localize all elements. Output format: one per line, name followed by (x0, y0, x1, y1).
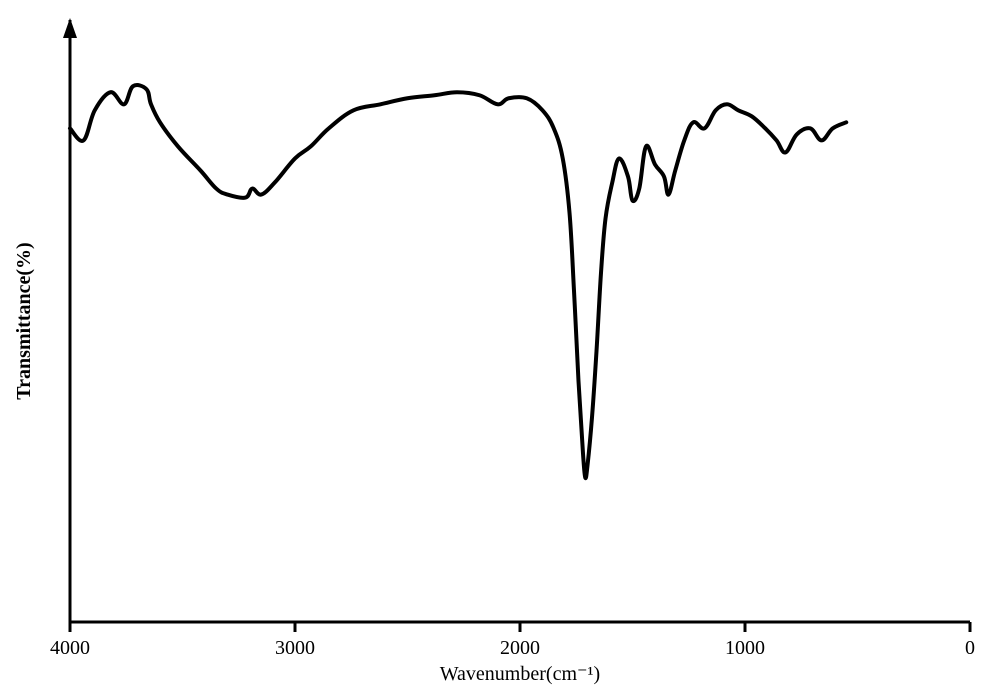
x-axis-tick-label: 1000 (725, 637, 765, 659)
x-axis-tick-label: 2000 (500, 637, 540, 659)
x-axis-label: Wavenumber(cm⁻¹) (440, 663, 600, 685)
y-axis-label: Transmittance(%) (13, 242, 35, 399)
x-axis-tick-label: 4000 (50, 637, 90, 659)
x-axis-tick-label: 3000 (275, 637, 315, 659)
chart-svg: 4000 3000 2000 1000 0 Wavenumber(cm⁻¹) Transmi… (0, 0, 1000, 692)
x-axis-tick-label: 0 (965, 637, 975, 659)
ir-spectrum-chart: 4000 3000 2000 1000 0 Wavenumber(cm⁻¹) Transmi… (0, 0, 1000, 692)
